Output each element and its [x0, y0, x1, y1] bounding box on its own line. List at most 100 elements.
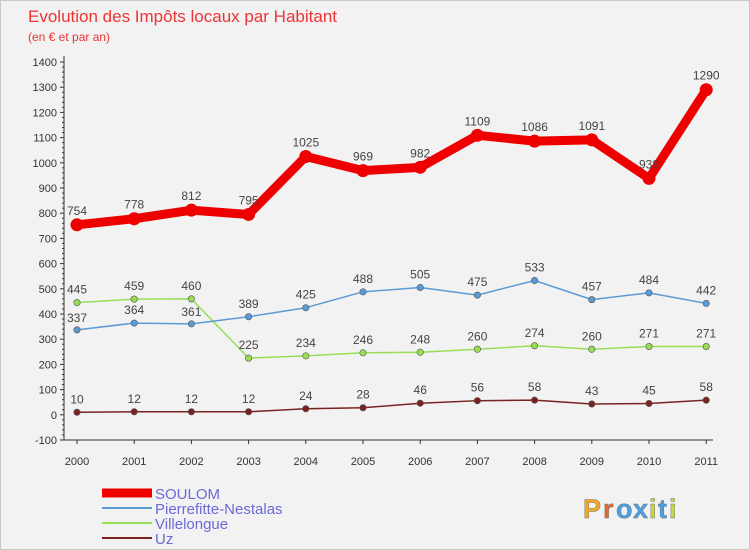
data-label: 442 — [696, 283, 716, 297]
y-tick-label: 200 — [39, 359, 57, 371]
y-tick-label: 500 — [39, 284, 57, 296]
series-villelongue — [73, 295, 710, 362]
data-point — [531, 396, 539, 404]
data-point — [585, 133, 599, 147]
y-tick-label: 1100 — [33, 133, 57, 145]
x-tick-label: 2003 — [236, 456, 260, 468]
data-labels-soulom: 754 778 812 795 1025 969 982 1109 1086 1091 938 129… — [67, 69, 720, 218]
legend-label: Pierrefitte-Nestalas — [155, 501, 283, 518]
data-label: 12 — [242, 392, 256, 406]
data-label: 484 — [639, 273, 659, 287]
data-label: 389 — [239, 297, 259, 311]
data-label: 812 — [181, 189, 201, 203]
data-label: 248 — [410, 332, 430, 346]
data-point — [359, 349, 367, 357]
data-point — [359, 288, 367, 296]
logo-letter: o — [616, 494, 633, 524]
series-soulom — [70, 83, 713, 232]
data-label: 45 — [642, 383, 656, 397]
data-label: 271 — [639, 327, 659, 341]
data-labels-uz: 10 12 12 12 24 28 46 56 58 43 45 58 — [70, 380, 713, 406]
y-tick-label: 0 — [51, 410, 57, 422]
data-point — [73, 326, 81, 334]
y-tick-label: -100 — [35, 435, 57, 447]
data-point — [127, 212, 141, 226]
x-tick-label: 2009 — [580, 456, 604, 468]
data-label: 533 — [525, 260, 545, 274]
data-point — [473, 345, 481, 353]
series-line — [76, 279, 707, 331]
data-point — [245, 354, 253, 362]
logo-letter: i — [649, 494, 657, 524]
data-point — [531, 342, 539, 350]
data-label: 337 — [67, 311, 87, 325]
data-point — [359, 404, 367, 412]
data-label: 1025 — [292, 136, 319, 150]
logo-letter: t — [658, 494, 667, 524]
data-point — [470, 128, 484, 142]
series-line — [76, 298, 707, 359]
data-label: 260 — [467, 329, 487, 343]
data-point — [702, 343, 710, 351]
data-point — [302, 304, 310, 312]
data-point — [73, 299, 81, 307]
data-label: 938 — [639, 157, 659, 171]
y-tick-label: 100 — [39, 385, 57, 397]
data-label: 969 — [353, 150, 373, 164]
data-label: 460 — [181, 279, 201, 293]
data-label: 1109 — [464, 114, 490, 128]
y-tick-label: 1300 — [33, 82, 57, 94]
x-tick-label: 2010 — [637, 456, 661, 468]
legend-item: Uz — [102, 531, 173, 548]
data-label: 58 — [700, 380, 714, 394]
logo-letter: r — [603, 494, 614, 524]
series-pierrefitte-nestalas — [73, 276, 710, 334]
data-point — [645, 399, 653, 407]
data-point — [531, 276, 539, 284]
data-label: 488 — [353, 272, 373, 286]
legend-label: Villelongue — [155, 516, 228, 533]
logo-letter: x — [633, 494, 648, 524]
data-label: 274 — [525, 326, 545, 340]
data-point — [70, 218, 84, 232]
data-point — [645, 343, 653, 351]
data-point — [702, 299, 710, 307]
data-point — [187, 295, 195, 303]
data-point — [702, 396, 710, 404]
data-label: 778 — [124, 198, 144, 212]
data-label: 58 — [528, 380, 542, 394]
data-point — [130, 295, 138, 303]
data-label: 425 — [296, 288, 316, 302]
data-label: 12 — [128, 392, 142, 406]
data-point — [588, 400, 596, 408]
y-tick-label: 1200 — [33, 107, 57, 119]
data-label: 364 — [124, 303, 144, 317]
x-tick-label: 2001 — [122, 456, 146, 468]
data-labels-villelongue: 445 459 460 225 234 246 248 260 274 260 271 271 — [67, 279, 717, 352]
data-label: 475 — [467, 275, 487, 289]
data-label: 1091 — [578, 119, 605, 133]
series-layer: 754 778 812 795 1025 969 982 1109 1086 1091 938 129… — [67, 69, 720, 416]
data-label: 505 — [410, 268, 430, 282]
y-tick-label: 700 — [39, 233, 57, 245]
data-point — [588, 296, 596, 304]
data-point — [242, 207, 256, 221]
data-point — [413, 160, 427, 174]
data-point — [187, 408, 195, 416]
x-tick-label: 2000 — [65, 456, 89, 468]
data-label: 982 — [410, 146, 430, 160]
data-label: 56 — [471, 381, 485, 395]
data-label: 361 — [181, 305, 201, 319]
data-point — [245, 408, 253, 416]
legend-label: SOULOM — [155, 486, 220, 503]
x-tick-label: 2002 — [179, 456, 203, 468]
x-tick-label: 2008 — [522, 456, 546, 468]
data-point — [528, 134, 542, 148]
data-point — [416, 399, 424, 407]
data-point — [642, 171, 656, 185]
data-label: 43 — [585, 384, 599, 398]
x-tick-label: 2011 — [694, 456, 718, 468]
